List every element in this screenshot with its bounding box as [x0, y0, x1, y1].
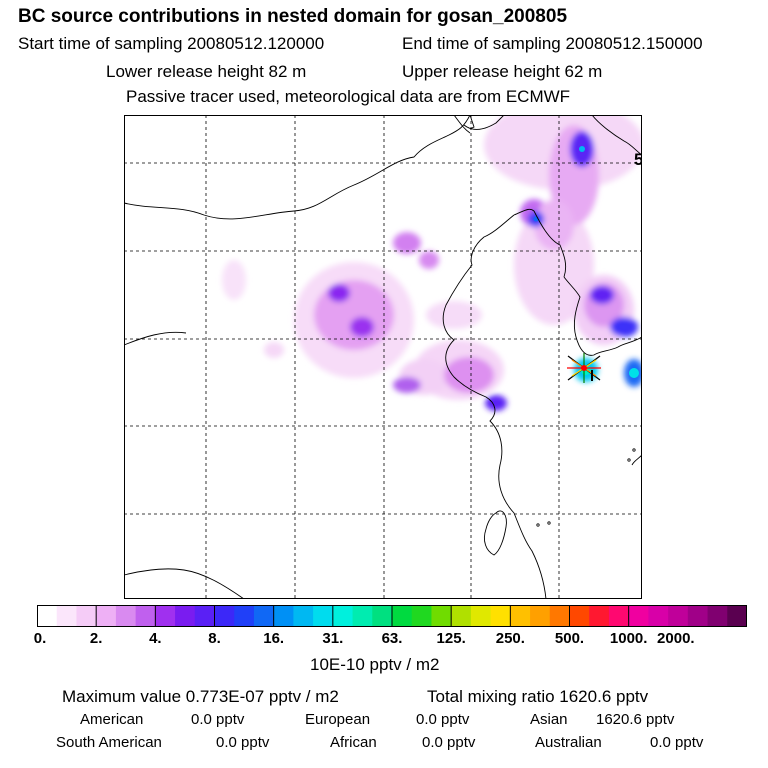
asian-value: 1620.6 pptv: [596, 711, 675, 728]
lat-lon-grid: [124, 115, 642, 599]
maximum-value-label: Maximum value 0.773E-07 pptv / m2: [62, 687, 339, 706]
colorbar-tick-label: 16.: [263, 630, 285, 647]
african-value: 0.0 pptv: [422, 734, 476, 751]
taiwan-outline: [483, 510, 507, 556]
colorbar-cell: [115, 605, 137, 627]
african-label: African: [330, 734, 377, 751]
colorbar-tick-label: 250.: [495, 630, 525, 647]
colorbar-unit: 10E-10 pptv / m2: [310, 655, 440, 674]
colorbar-tick-label: 31.: [322, 630, 344, 647]
colorbar-cell: [214, 605, 235, 627]
plot-title: BC source contributions in nested domain…: [18, 6, 568, 27]
colorbar-cell: [510, 605, 531, 627]
colorbar-cell: [411, 605, 432, 627]
colorbar-cell: [96, 605, 117, 627]
colorbar-cell: [569, 605, 590, 627]
australian-value: 0.0 pptv: [650, 734, 704, 751]
map-frame: [124, 115, 642, 599]
colorbar-cell: [530, 605, 551, 627]
start-time-label: Start time of sampling 20080512.120000: [18, 34, 325, 53]
colorbar-cell: [392, 605, 413, 627]
colorbar-tick-label: 4.: [149, 630, 162, 647]
colorbar-cell: [608, 605, 630, 627]
colorbar-tick-label: 125.: [436, 630, 466, 647]
colorbar-cell: [37, 605, 58, 627]
european-label: European: [305, 711, 371, 728]
concentration-map: 5: [124, 115, 642, 599]
colorbar-tick-label: 63.: [381, 630, 403, 647]
colorbar-cell: [451, 605, 472, 627]
colorbar-cell: [332, 605, 354, 627]
colorbar-cell: [234, 605, 255, 627]
colorbar: [37, 605, 747, 627]
colorbar-cell: [431, 605, 452, 627]
colorbar-tick-label: 1000.: [609, 630, 648, 647]
receptor-marker: [567, 353, 601, 383]
colorbar-cell: [194, 605, 215, 627]
map-edge-label: 5: [634, 150, 642, 169]
colorbar-tick-label: 8.: [208, 630, 221, 647]
colorbar-tick-label: 2.: [89, 630, 103, 647]
colorbar-cell: [273, 605, 294, 627]
colorbar-cell: [628, 605, 649, 627]
colorbar-frame: [37, 605, 747, 627]
american-value: 0.0 pptv: [191, 711, 245, 728]
total-mixing-ratio-label: Total mixing ratio 1620.6 pptv: [427, 687, 649, 706]
colorbar-tick-label: 2000.: [657, 630, 695, 647]
colorbar-cell: [648, 605, 669, 627]
colorbar-cell: [352, 605, 373, 627]
colorbar-cell: [589, 605, 610, 627]
european-value: 0.0 pptv: [416, 711, 470, 728]
colorbar-cell: [155, 605, 176, 627]
colorbar-cell: [707, 605, 728, 627]
lower-release-label: Lower release height 82 m: [106, 62, 307, 81]
australian-label: Australian: [535, 734, 602, 751]
coastlines: [124, 115, 642, 599]
colorbar-cell: [253, 605, 275, 627]
tracer-note: Passive tracer used, meteorological data…: [126, 87, 571, 106]
colorbar-cell: [687, 605, 709, 627]
colorbar-cell: [470, 605, 492, 627]
end-time-label: End time of sampling 20080512.150000: [402, 34, 703, 53]
colorbar-cell: [293, 605, 314, 627]
colorbar-cell: [372, 605, 393, 627]
colorbar-cell: [76, 605, 97, 627]
colorbar-tick-label: 0.: [33, 630, 47, 647]
colorbar-cell: [490, 605, 511, 627]
upper-release-label: Upper release height 62 m: [402, 62, 603, 81]
colorbar-cell: [135, 605, 156, 627]
american-label: American: [80, 711, 144, 728]
colorbar-cell: [313, 605, 334, 627]
colorbar-tick-label: 500.: [554, 630, 585, 647]
colorbar-cell: [668, 605, 689, 627]
colorbar-cell: [175, 605, 196, 627]
colorbar-cell: [727, 605, 747, 627]
colorbar-cell: [56, 605, 77, 627]
south-american-label: South American: [56, 734, 162, 751]
south-american-value: 0.0 pptv: [216, 734, 270, 751]
colorbar-cell: [549, 605, 570, 627]
asian-label: Asian: [530, 711, 568, 728]
